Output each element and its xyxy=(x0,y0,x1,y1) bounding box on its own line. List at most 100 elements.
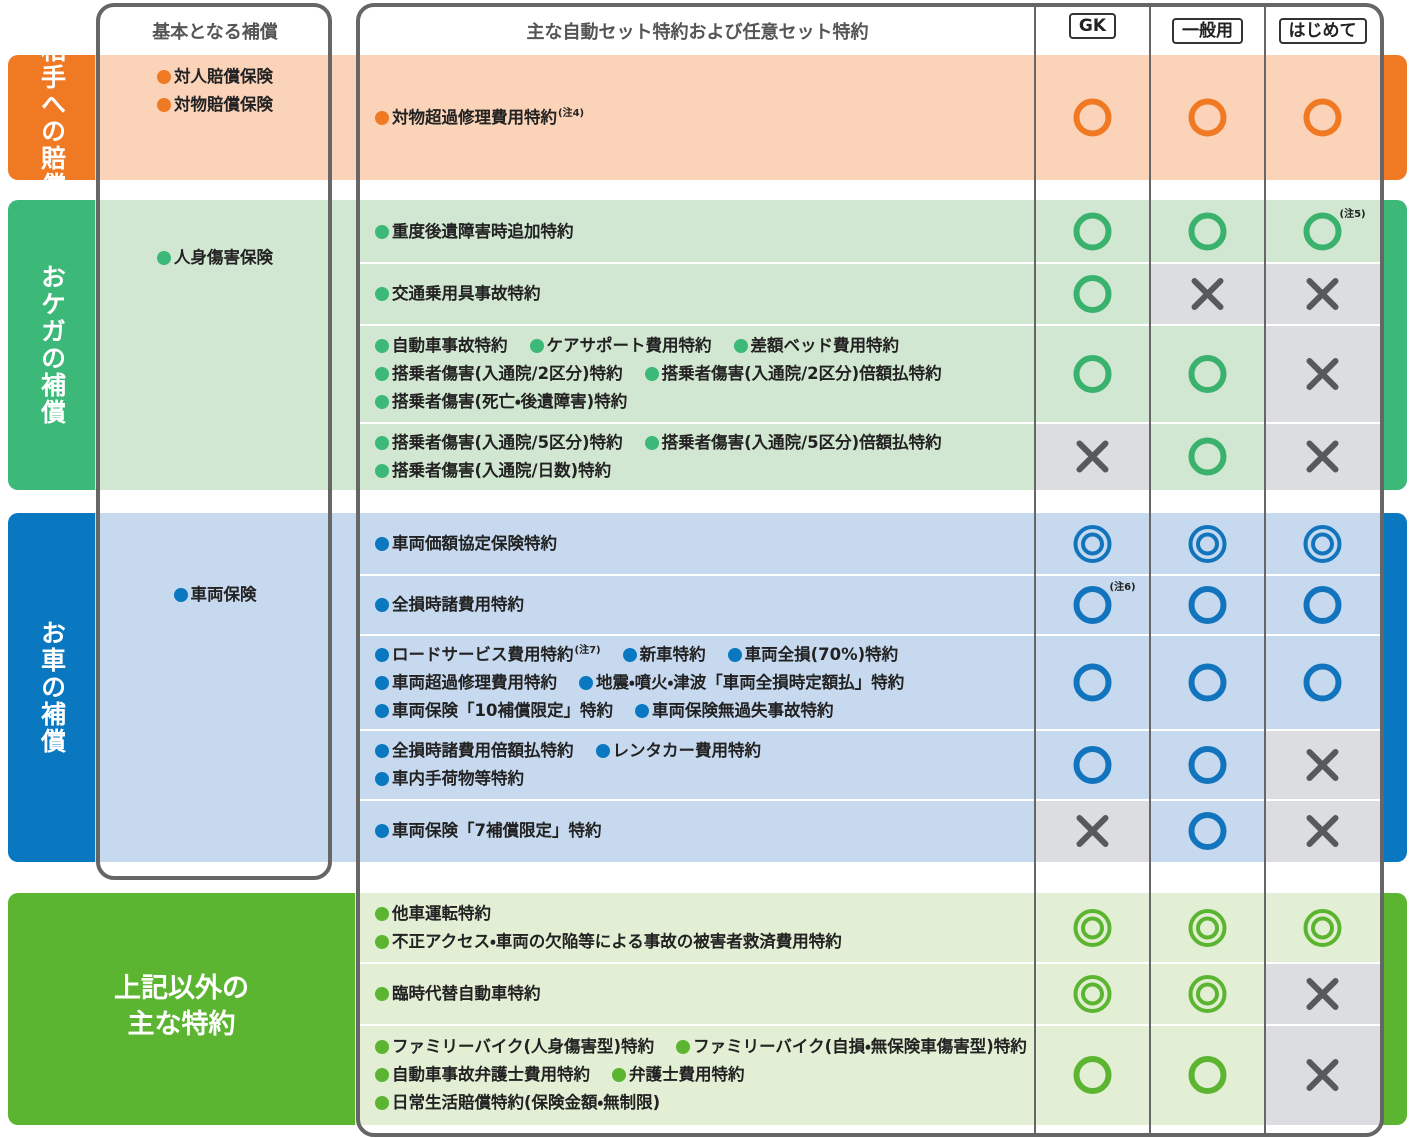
double-circle-mark xyxy=(1188,909,1227,947)
section-label: おケガの補償 xyxy=(37,264,67,426)
bullet xyxy=(375,1096,389,1110)
circle-mark xyxy=(1073,98,1112,137)
circle-mark xyxy=(1188,437,1227,476)
clause-item: ロードサービス費用特約 (注7) xyxy=(375,641,601,669)
section-label: 上記以外の 主な特約 xyxy=(8,971,355,1043)
bullet xyxy=(375,435,389,450)
cross-mark xyxy=(1076,815,1109,847)
clause-item: 搭乗者傷害(入通院/5区分)特約 xyxy=(375,429,623,457)
clause-text: 搭乗者傷害(入通院/2区分)特約 xyxy=(392,364,623,383)
clause-cell: ロードサービス費用特約 (注7) 新車特約 車両全損(70%)特約車両超過修理費用特約… xyxy=(375,635,1032,730)
clause-item: ケアサポート費用特約 xyxy=(529,332,712,360)
clause-line: 車両保険「10補償限定」特約 車両保険無過失事故特約 xyxy=(375,697,1032,725)
clause-line: 車内手荷物等特約 xyxy=(375,765,1032,793)
bullet xyxy=(579,675,593,690)
clause-item: 搭乗者傷害(入通院/日数)特約 xyxy=(375,457,611,485)
clause-text: ファミリーバイク(自損・無保険車傷害型)特約 xyxy=(693,1037,1027,1056)
bullet xyxy=(157,251,171,265)
clause-text: 他車運転特約 xyxy=(392,904,491,923)
bullet xyxy=(375,537,389,551)
clause-text: 対物超過修理費用特約 xyxy=(392,107,557,127)
basic-text: 人身傷害保険 xyxy=(174,248,273,267)
bullet xyxy=(375,1040,389,1054)
mark-note: (注5) xyxy=(1339,208,1366,220)
basic-item: 対物賠償保険 xyxy=(157,91,273,119)
clause-item: 対物超過修理費用特約 (注4) xyxy=(375,104,584,132)
clause-line: ファミリーバイク(人身傷害型)特約 ファミリーバイク(自損・無保険車傷害型)特約 xyxy=(375,1033,1032,1061)
bullet xyxy=(612,1068,626,1082)
clause-line: 搭乗者傷害(死亡・後遺障害)特約 xyxy=(375,388,1032,416)
bullet xyxy=(375,703,389,718)
circle-mark xyxy=(1188,746,1227,784)
cross-mark xyxy=(1306,815,1339,847)
clause-line: 対物超過修理費用特約 (注4) xyxy=(375,104,1032,132)
clause-line: 搭乗者傷害(入通院/2区分)特約 搭乗者傷害(入通院/2区分)倍額払特約 xyxy=(375,360,1032,388)
clause-item: 車両全損(70%)特約 xyxy=(727,641,898,669)
basic-item: 車両保険 xyxy=(173,581,257,609)
clause-text: 車両超過修理費用特約 xyxy=(392,672,557,692)
clause-item: 自動車事故特約 xyxy=(375,332,508,360)
clause-cell: 搭乗者傷害(入通院/5区分)特約 搭乗者傷害(入通院/5区分)倍額払特約 搭乗者傷害… xyxy=(375,423,1032,490)
bullet xyxy=(676,1040,691,1054)
cross-mark xyxy=(1306,358,1339,390)
circle-mark xyxy=(1188,1056,1227,1094)
label-line: 主な特約 xyxy=(127,1009,236,1040)
clause-item: 弁護士費用特約 xyxy=(612,1061,745,1089)
clause-text: 自動車事故弁護士費用特約 xyxy=(392,1065,590,1084)
plan-header: GK xyxy=(1068,13,1117,39)
double-circle-inner xyxy=(1081,916,1104,940)
basic-text: 対人賠償保険 xyxy=(174,67,273,86)
bullet xyxy=(157,98,171,112)
clause-text: 搭乗者傷害(入通院/5区分)特約 xyxy=(392,432,623,452)
double-circle-inner xyxy=(1081,982,1104,1006)
circle-mark xyxy=(1303,98,1342,137)
clause-cell: 臨時代替自動車特約 xyxy=(375,963,1032,1025)
bullet xyxy=(375,744,389,758)
clause-text: 不正アクセス・車両の欠陥等による事故の被害者救済費用特約 xyxy=(392,932,842,951)
clause-cell: 重度後遺障害時追加特約 xyxy=(375,200,1032,263)
clause-text: 車両保険無過失事故特約 xyxy=(651,700,834,720)
clause-text: レンタカー費用特約 xyxy=(612,741,762,760)
clause-text: 自動車事故特約 xyxy=(392,336,508,355)
clause-text: 搭乗者傷害(入通院/日数)特約 xyxy=(392,460,612,480)
circle-mark xyxy=(1073,663,1112,702)
circle-mark xyxy=(1303,663,1342,702)
clause-item: 差額ベッド費用特約 xyxy=(733,332,899,360)
bullet xyxy=(644,435,659,450)
clause-item: 車内手荷物等特約 xyxy=(375,765,524,793)
basic-header: 基本となる補償 xyxy=(152,22,278,43)
clause-item: 搭乗者傷害(入通院/2区分)特約 xyxy=(375,360,623,388)
clause-frame xyxy=(356,3,1384,1137)
clause-line: 他車運転特約 xyxy=(375,900,1032,928)
basic-text: 対物賠償保険 xyxy=(174,95,273,114)
clause-text: 搭乗者傷害(入通院/2区分)倍額払特約 xyxy=(661,364,942,383)
bullet xyxy=(375,367,389,381)
plan-header-cell: GK xyxy=(1035,13,1150,39)
plan-header-cell: 一般用 xyxy=(1150,16,1265,44)
clause-text: 日常生活賠償特約(保険金額・無制限) xyxy=(392,1093,661,1112)
clause-item: 不正アクセス・車両の欠陥等による事故の被害者救済費用特約 xyxy=(375,928,842,956)
double-circle-mark xyxy=(1073,525,1112,563)
clause-text: 車両保険「7補償限定」特約 xyxy=(392,821,602,840)
clause-item: 交通乗用具事故特約 xyxy=(375,280,541,308)
clause-item: 地震・噴火・津波「車両全損時定額払」特約 xyxy=(579,669,904,697)
mark-note: (注6) xyxy=(1109,582,1136,593)
bullet xyxy=(375,987,389,1001)
clause-item: 新車特約 xyxy=(622,641,706,669)
plan-header: 一般用 xyxy=(1172,18,1243,44)
circle-mark xyxy=(1073,212,1112,251)
bullet xyxy=(529,339,544,353)
section-label: お車の補償 xyxy=(37,620,67,755)
basic-coverage: 車両保険 xyxy=(100,581,330,609)
double-circle-mark xyxy=(1073,909,1112,947)
circle-mark xyxy=(1188,212,1227,251)
clause-item: 臨時代替自動車特約 xyxy=(375,980,541,1008)
double-circle-mark xyxy=(1188,525,1227,563)
clause-line: 不正アクセス・車両の欠陥等による事故の被害者救済費用特約 xyxy=(375,928,1032,956)
clause-line: 重度後遺障害時追加特約 xyxy=(375,218,1032,246)
clause-item: ファミリーバイク(人身傷害型)特約 xyxy=(375,1033,654,1061)
cross-mark xyxy=(1191,278,1224,310)
circle-mark xyxy=(1188,586,1227,624)
clause-text: 地震・噴火・津波「車両全損時定額払」特約 xyxy=(596,672,905,692)
basic-text: 車両保険 xyxy=(190,585,257,604)
